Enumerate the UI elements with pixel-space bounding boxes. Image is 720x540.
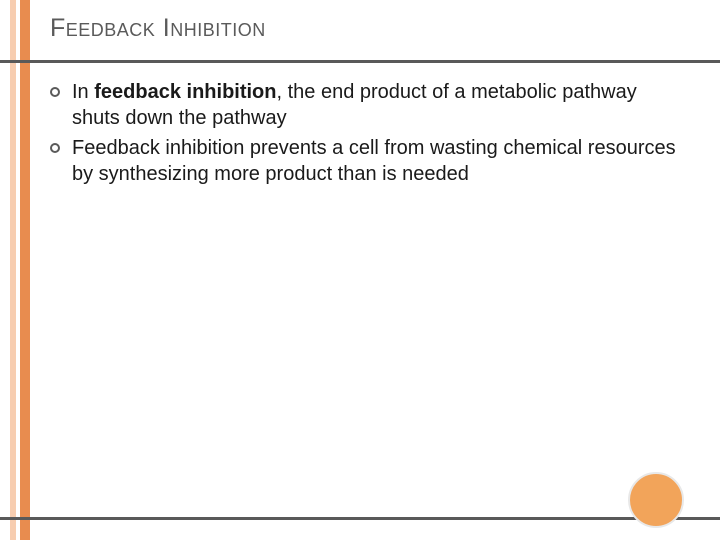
bullet-item: In feedback inhibition, the end product … [50, 79, 682, 131]
bullet-bold: feedback inhibition [94, 81, 276, 103]
decor-circle-icon [628, 472, 684, 528]
content-area: In feedback inhibition, the end product … [50, 79, 692, 187]
bullet-item: Feedback inhibition prevents a cell from… [50, 135, 682, 187]
bullet-text: Feedback inhibition prevents a cell from… [72, 135, 682, 187]
slide-title: Feedback Inhibition [50, 14, 692, 43]
bullet-marker-icon [50, 87, 60, 97]
slide: Feedback Inhibition In feedback inhibiti… [0, 0, 720, 540]
bullet-marker-icon [50, 143, 60, 153]
bullet-rest: Feedback inhibition prevents a cell from… [72, 137, 676, 185]
left-stripe-light [10, 0, 16, 540]
bottom-underline [0, 517, 720, 520]
title-underline [0, 60, 720, 63]
left-stripe-dark [20, 0, 30, 540]
bullet-text: In feedback inhibition, the end product … [72, 79, 682, 131]
bullet-prefix: In [72, 81, 94, 103]
